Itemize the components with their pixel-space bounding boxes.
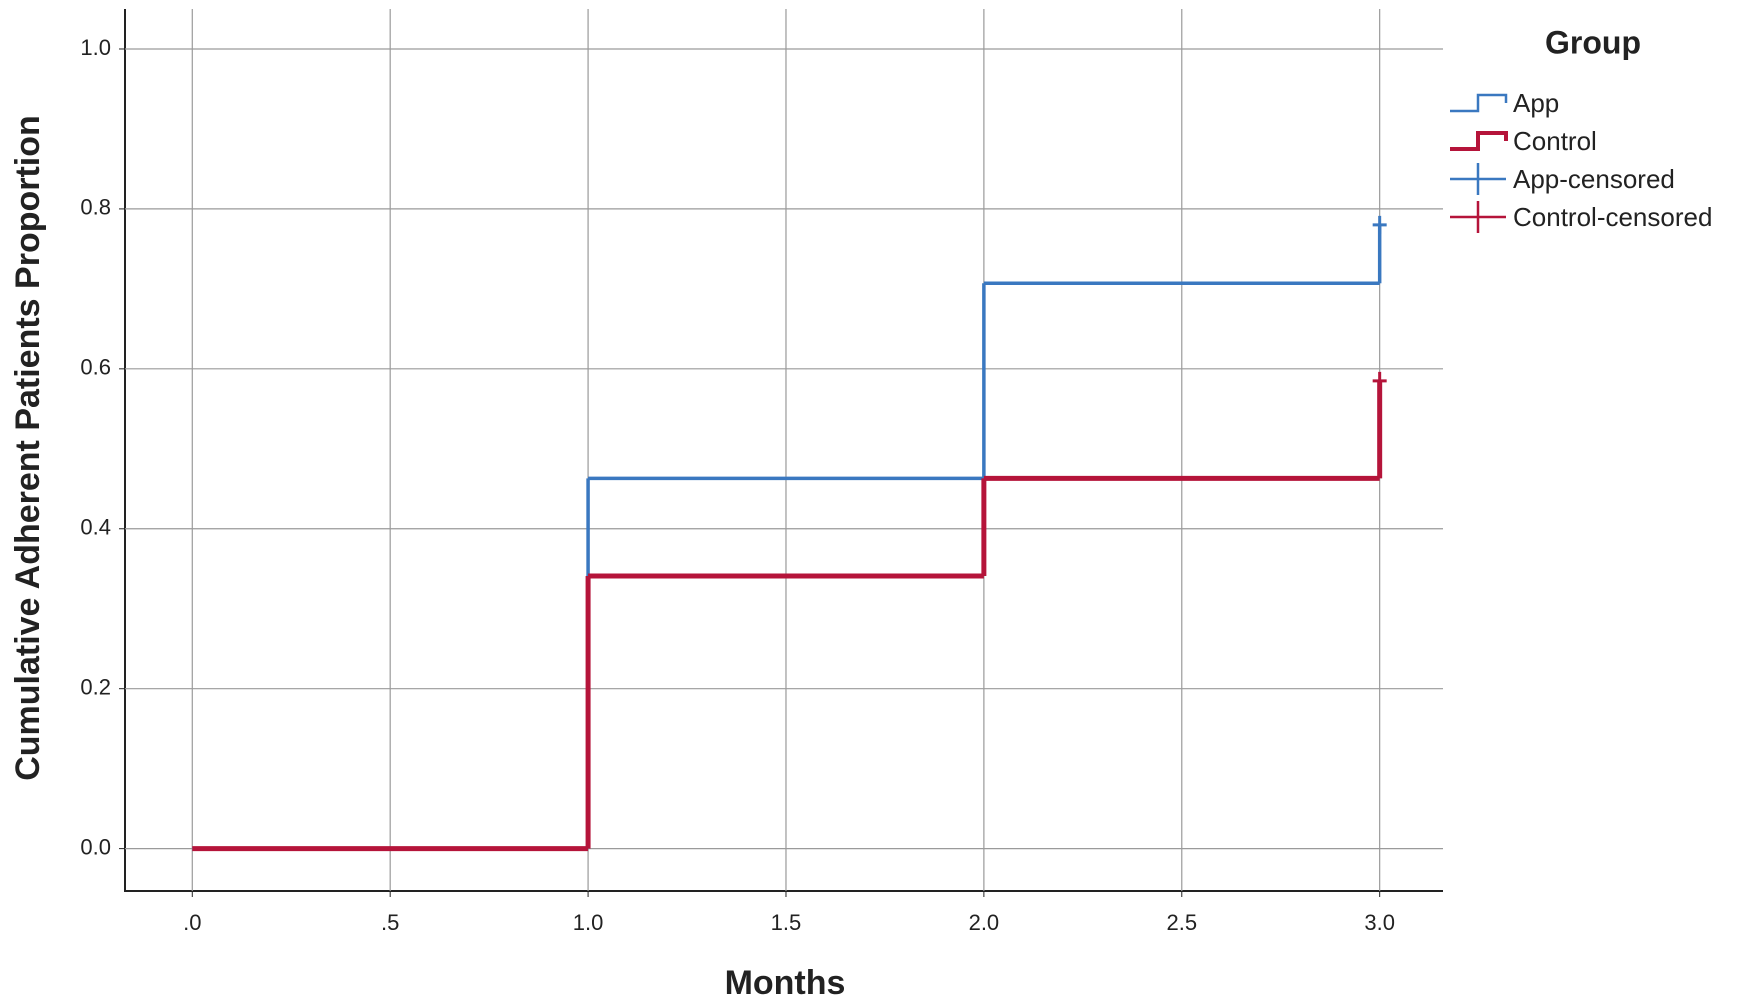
y-tick-label: 0.8	[80, 195, 111, 220]
legend-label: Control-censored	[1513, 202, 1712, 232]
y-tick-label: 0.6	[80, 355, 111, 380]
legend-icon	[1450, 131, 1508, 151]
legend-icon	[1450, 93, 1508, 113]
legend-label: Control	[1513, 126, 1597, 156]
y-axis-title: Cumulative Adherent Patients Proportion	[9, 115, 47, 781]
legend-icon	[1450, 201, 1506, 233]
y-tick-label: 0.0	[80, 834, 111, 859]
x-tick-label: 3.0	[1364, 910, 1395, 935]
y-tick-label: 0.4	[80, 515, 111, 540]
x-tick-label: 1.5	[771, 910, 802, 935]
legend-icon	[1450, 163, 1506, 195]
legend-title: Group	[1545, 24, 1641, 60]
x-tick-label: 2.0	[969, 910, 1000, 935]
x-tick-label: .5	[381, 910, 399, 935]
y-tick-label: 1.0	[80, 35, 111, 60]
x-tick-label: 2.5	[1166, 910, 1197, 935]
legend-label: App	[1513, 88, 1559, 118]
censor-mark	[1372, 215, 1387, 234]
x-tick-label: 1.0	[573, 910, 604, 935]
x-axis-title: Months	[725, 964, 846, 1002]
legend-label: App-censored	[1513, 164, 1675, 194]
x-tick-label: .0	[183, 910, 201, 935]
y-tick-label: 0.2	[80, 675, 111, 700]
censor-mark	[1372, 371, 1387, 390]
